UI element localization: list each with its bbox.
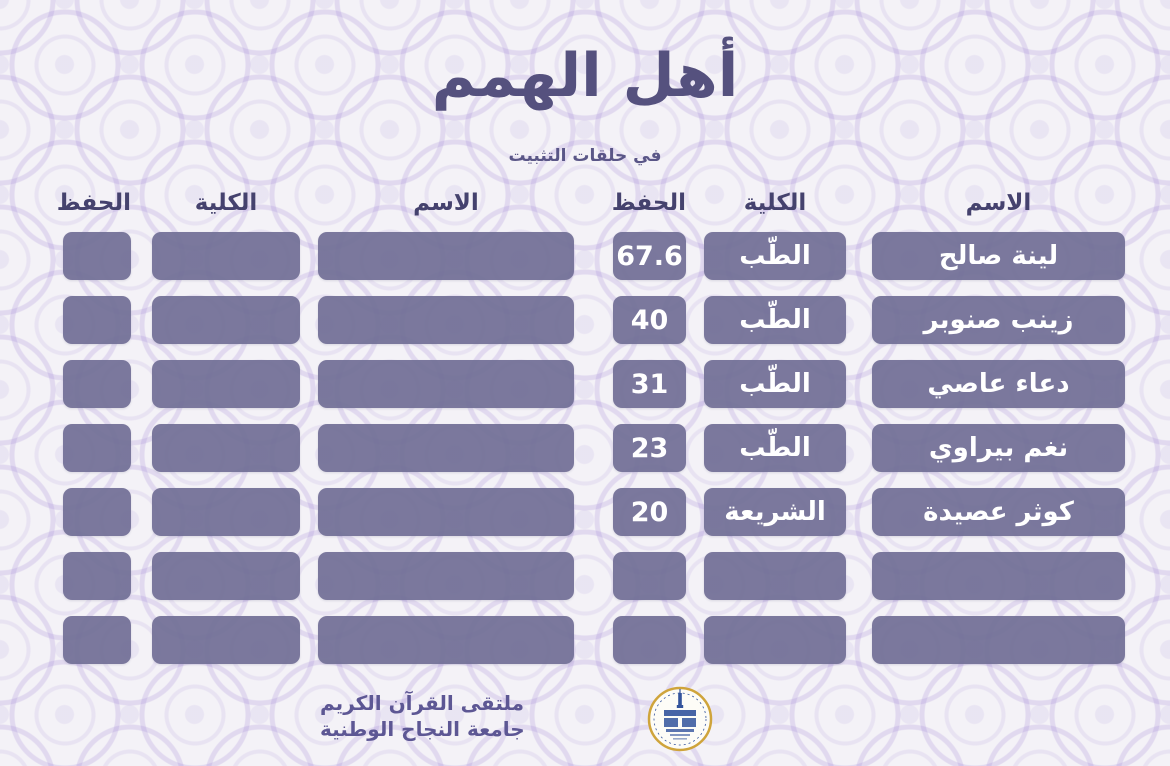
table-cell-score bbox=[63, 552, 131, 600]
table-cell-college bbox=[152, 424, 300, 472]
table-cell-score: 67.6 bbox=[613, 232, 686, 280]
table-cell-name bbox=[318, 232, 574, 280]
footer-organization: ملتقى القرآن الكريم جامعة النجاح الوطنية bbox=[320, 690, 640, 742]
table-cell-name bbox=[318, 616, 574, 664]
table-cell-score: 40 bbox=[613, 296, 686, 344]
table-cell-college: الطّب bbox=[704, 360, 846, 408]
left-table-name-column: الاسم bbox=[318, 190, 574, 664]
table-cell-name: زينب صنوبر bbox=[872, 296, 1125, 344]
table-cell-score bbox=[63, 360, 131, 408]
table-cell-college bbox=[152, 232, 300, 280]
table-cell-score bbox=[63, 232, 131, 280]
table-cell-name bbox=[318, 488, 574, 536]
table-cell-college bbox=[704, 552, 846, 600]
title-block: أهل الهمم في حلقات التثبيت bbox=[375, 14, 795, 166]
left-college-header: الكلية bbox=[194, 190, 258, 216]
table-cell-college bbox=[152, 552, 300, 600]
table-cell-name: كوثر عصيدة bbox=[872, 488, 1125, 536]
table-cell-name bbox=[318, 424, 574, 472]
table-cell-score bbox=[63, 424, 131, 472]
table-cell-college: الطّب bbox=[704, 424, 846, 472]
table-cell-score bbox=[63, 616, 131, 664]
title-calligraphy: أهل الهمم bbox=[431, 41, 740, 111]
right-name-header: الاسم bbox=[965, 190, 1032, 216]
quran-forum-university-seal-logo bbox=[646, 685, 714, 753]
right-score-header: الحفظ bbox=[611, 190, 686, 216]
table-cell-college bbox=[152, 360, 300, 408]
right-table-name-column: الاسم لينة صالح زينب صنوبر دعاء عاصي نغم… bbox=[872, 190, 1125, 664]
table-cell-score: 20 bbox=[613, 488, 686, 536]
right-college-header: الكلية bbox=[743, 190, 807, 216]
table-cell-score bbox=[63, 488, 131, 536]
footer-line-university: جامعة النجاح الوطنية bbox=[320, 717, 525, 741]
left-table-college-column: الكلية bbox=[152, 190, 300, 664]
table-cell-college bbox=[152, 296, 300, 344]
table-cell-college: الطّب bbox=[704, 296, 846, 344]
table-cell-name: لينة صالح bbox=[872, 232, 1125, 280]
table-cell-score bbox=[63, 296, 131, 344]
table-cell-name bbox=[318, 360, 574, 408]
table-cell-name bbox=[872, 616, 1125, 664]
table-cell-name bbox=[318, 552, 574, 600]
table-cell-college bbox=[704, 616, 846, 664]
table-cell-name bbox=[318, 296, 574, 344]
table-cell-name: نغم بيراوي bbox=[872, 424, 1125, 472]
table-cell-score: 23 bbox=[613, 424, 686, 472]
table-cell-college bbox=[152, 488, 300, 536]
table-cell-college bbox=[152, 616, 300, 664]
left-score-header: الحفظ bbox=[56, 190, 131, 216]
table-cell-score bbox=[613, 616, 686, 664]
table-cell-score bbox=[613, 552, 686, 600]
footer-line-forum: ملتقى القرآن الكريم bbox=[320, 691, 525, 715]
left-table-score-column: الحفظ bbox=[57, 190, 131, 664]
table-cell-name bbox=[872, 552, 1125, 600]
table-cell-score: 31 bbox=[613, 360, 686, 408]
table-cell-college: الطّب bbox=[704, 232, 846, 280]
right-table-score-column: الحفظ 67.6 40 31 23 20 bbox=[612, 190, 686, 664]
title-subtitle: في حلقات التثبيت bbox=[508, 146, 662, 166]
right-table-college-column: الكلية الطّب الطّب الطّب الطّب الشريعة bbox=[704, 190, 846, 664]
table-cell-name: دعاء عاصي bbox=[872, 360, 1125, 408]
table-cell-college: الشريعة bbox=[704, 488, 846, 536]
left-name-header: الاسم bbox=[413, 190, 479, 216]
